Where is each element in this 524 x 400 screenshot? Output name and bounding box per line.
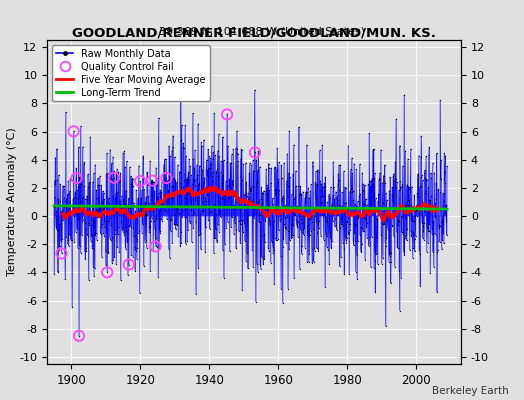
Long-Term Trend	[443, 207, 449, 212]
Line: Five Year Moving Average: Five Year Moving Average	[63, 187, 439, 221]
Text: Berkeley Earth: Berkeley Earth	[432, 386, 508, 396]
Five Year Moving Average	[179, 191, 185, 196]
Long-Term Trend	[444, 207, 450, 212]
Quality Control Fail	[69, 128, 78, 134]
Raw Monthly Data	[399, 205, 406, 210]
Legend: Raw Monthly Data, Quality Control Fail, Five Year Moving Average, Long-Term Tren: Raw Monthly Data, Quality Control Fail, …	[52, 45, 210, 101]
Raw Monthly Data	[76, 334, 82, 338]
Five Year Moving Average	[195, 193, 201, 198]
Raw Monthly Data	[170, 213, 177, 218]
Quality Control Fail	[103, 269, 112, 276]
Quality Control Fail	[148, 178, 157, 184]
Long-Term Trend	[170, 204, 177, 209]
Y-axis label: Temperature Anomaly (°C): Temperature Anomaly (°C)	[7, 128, 17, 276]
Raw Monthly Data	[444, 164, 450, 169]
Quality Control Fail	[223, 111, 231, 118]
Long-Term Trend	[51, 204, 57, 208]
Quality Control Fail	[110, 174, 118, 181]
Line: Long-Term Trend: Long-Term Trend	[54, 206, 447, 209]
Title: GOODLAND/RENNER FIELD/GOODLAND/MUN. KS.: GOODLAND/RENNER FIELD/GOODLAND/MUN. KS.	[72, 27, 436, 40]
Raw Monthly Data	[51, 205, 57, 210]
Long-Term Trend	[178, 204, 184, 209]
Five Year Moving Average	[170, 191, 177, 196]
Quality Control Fail	[136, 178, 145, 184]
Text: 39.369 N, 101.688 W (United States): 39.369 N, 101.688 W (United States)	[159, 26, 365, 36]
Quality Control Fail	[125, 261, 133, 268]
Raw Monthly Data	[179, 204, 185, 208]
Five Year Moving Average	[178, 189, 184, 194]
Raw Monthly Data	[252, 88, 258, 93]
Raw Monthly Data	[195, 266, 202, 270]
Five Year Moving Average	[399, 204, 405, 209]
Raw Monthly Data	[179, 123, 185, 128]
Quality Control Fail	[75, 333, 83, 339]
Quality Control Fail	[151, 243, 160, 250]
Long-Term Trend	[399, 206, 405, 211]
Quality Control Fail	[72, 175, 81, 181]
Quality Control Fail	[57, 250, 66, 257]
Long-Term Trend	[179, 204, 185, 209]
Line: Raw Monthly Data: Raw Monthly Data	[53, 89, 449, 337]
Raw Monthly Data	[443, 203, 450, 208]
Quality Control Fail	[251, 149, 259, 156]
Long-Term Trend	[195, 205, 201, 210]
Quality Control Fail	[162, 175, 171, 181]
